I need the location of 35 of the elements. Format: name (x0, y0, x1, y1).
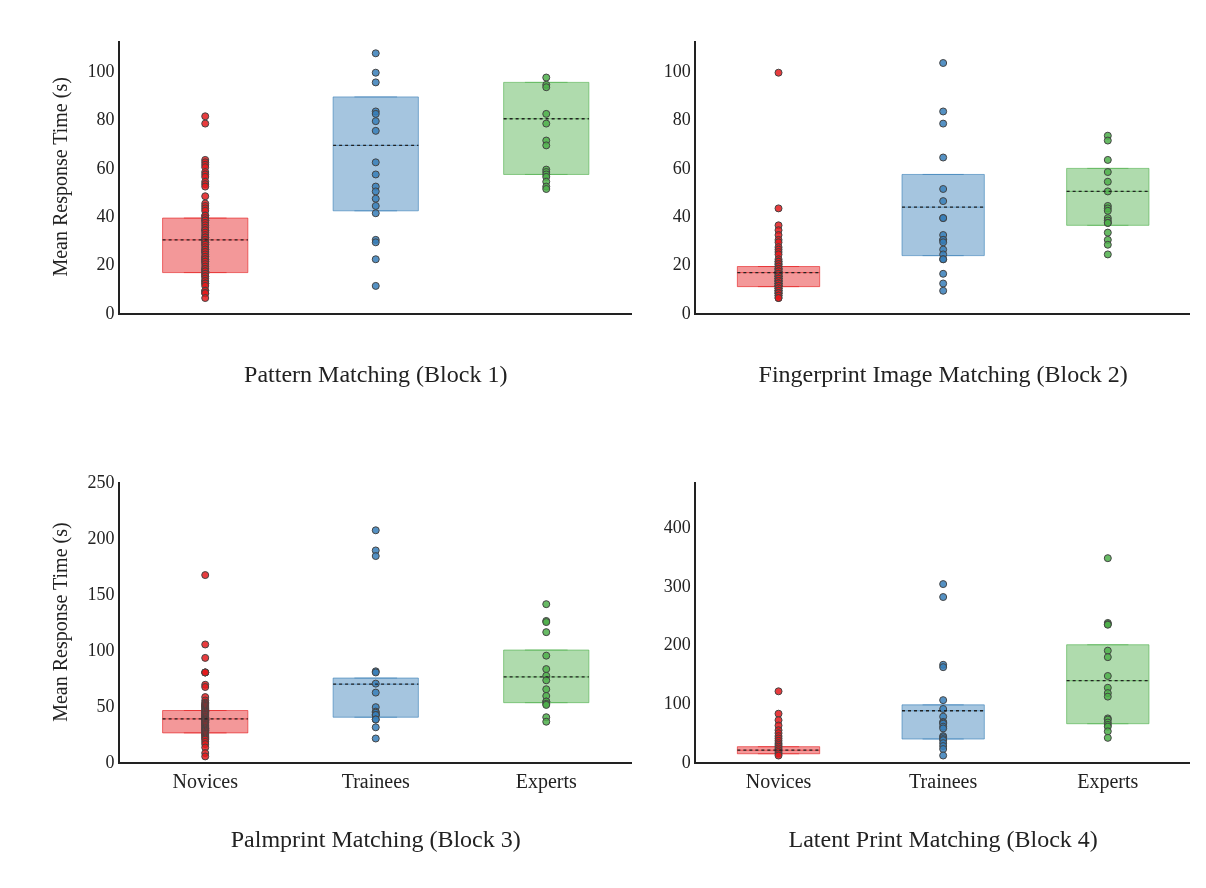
y-tick-label: 40 (96, 205, 115, 226)
y-tick-label: 200 (663, 634, 691, 655)
y-tick-label: 200 (87, 528, 115, 549)
y-tick-label: 0 (105, 302, 115, 323)
x-axis-title: Palmprint Matching (Block 3) (230, 825, 521, 852)
y-tick-label: 0 (105, 752, 115, 773)
x-tick-label: Trainees (341, 769, 411, 792)
y-tick-label: 300 (663, 575, 691, 596)
y-tick-label: 100 (87, 60, 115, 81)
y-tick-label: 0 (681, 302, 691, 323)
y-tick-label: 60 (96, 157, 115, 178)
x-axis-title: Latent Print Matching (Block 4) (788, 825, 1098, 852)
y-tick-label: 0 (681, 752, 691, 773)
y-tick-label: 100 (663, 693, 691, 714)
y-tick-label: 50 (96, 696, 115, 717)
x-axis-title: Pattern Matching (Block 1) (244, 361, 508, 388)
x-axis-title: Fingerprint Image Matching (Block 2) (758, 361, 1128, 388)
x-tick-label: Trainees (909, 769, 978, 792)
y-tick-label: 250 (87, 472, 115, 493)
x-tick-label: Experts (1077, 769, 1139, 793)
y-tick-label: 80 (96, 109, 115, 130)
x-tick-label: Novices (172, 769, 239, 792)
y-tick-label: 20 (672, 254, 691, 275)
y-tick-label: 60 (672, 157, 691, 178)
y-tick-label: 80 (672, 109, 691, 130)
y-axis-title: Mean Response Time (s) (48, 522, 72, 722)
y-tick-label: 20 (96, 254, 115, 275)
y-tick-label: 40 (672, 205, 691, 226)
x-tick-label: Novices (745, 769, 812, 792)
y-tick-label: 150 (87, 584, 115, 605)
y-tick-label: 100 (87, 640, 115, 661)
x-tick-label: Experts (515, 769, 578, 793)
y-axis-title: Mean Response Time (s) (48, 77, 72, 277)
y-tick-label: 100 (663, 60, 691, 81)
y-tick-label: 400 (663, 516, 691, 537)
